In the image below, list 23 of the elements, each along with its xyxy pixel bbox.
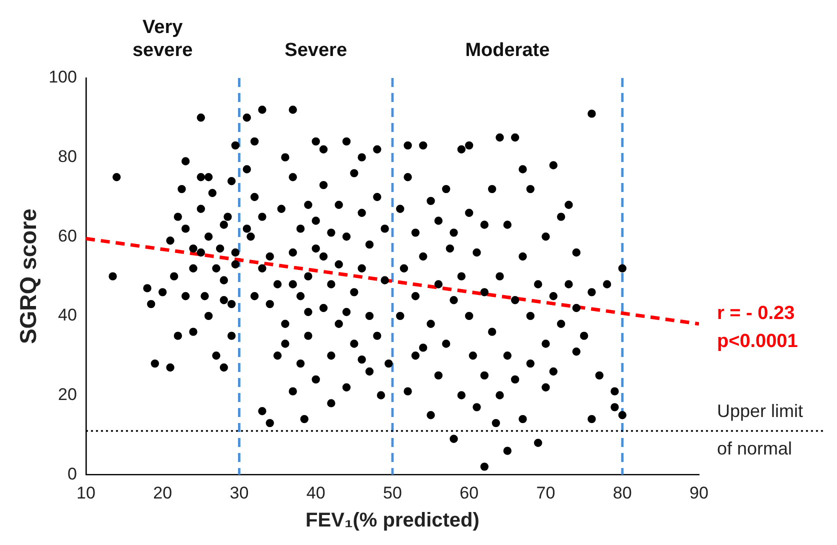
x-tick-label: 70 (536, 483, 556, 502)
x-axis-title: FEV₁(% predicted) (306, 510, 480, 532)
x-tick-label: 30 (230, 483, 249, 502)
y-tick-label: 100 (48, 68, 77, 87)
ref-line-label: Upper limit of normal (717, 401, 804, 459)
x-tick-label: 40 (306, 483, 326, 502)
text: r = - 0.23 (717, 303, 795, 324)
x-tick-label: 60 (460, 483, 479, 502)
x-tick-label: 10 (76, 483, 96, 502)
y-tick-label: 40 (58, 306, 77, 325)
text: Moderate (465, 40, 550, 61)
x-tick-label: 20 (153, 483, 172, 502)
y-tick-label: 0 (67, 464, 77, 484)
text: Severe (284, 40, 348, 61)
y-tick-label: 80 (58, 147, 77, 166)
x-tick-label: 80 (612, 483, 632, 502)
y-tick-label: 20 (58, 384, 77, 404)
x-tick-label: 90 (690, 483, 708, 502)
y-tick-label: 60 (58, 226, 77, 246)
text: Very severe (132, 17, 193, 61)
x-tick-label: 50 (383, 483, 402, 502)
text: p<0.0001 (717, 331, 798, 352)
y-axis-title: SGRQ score (15, 208, 42, 344)
